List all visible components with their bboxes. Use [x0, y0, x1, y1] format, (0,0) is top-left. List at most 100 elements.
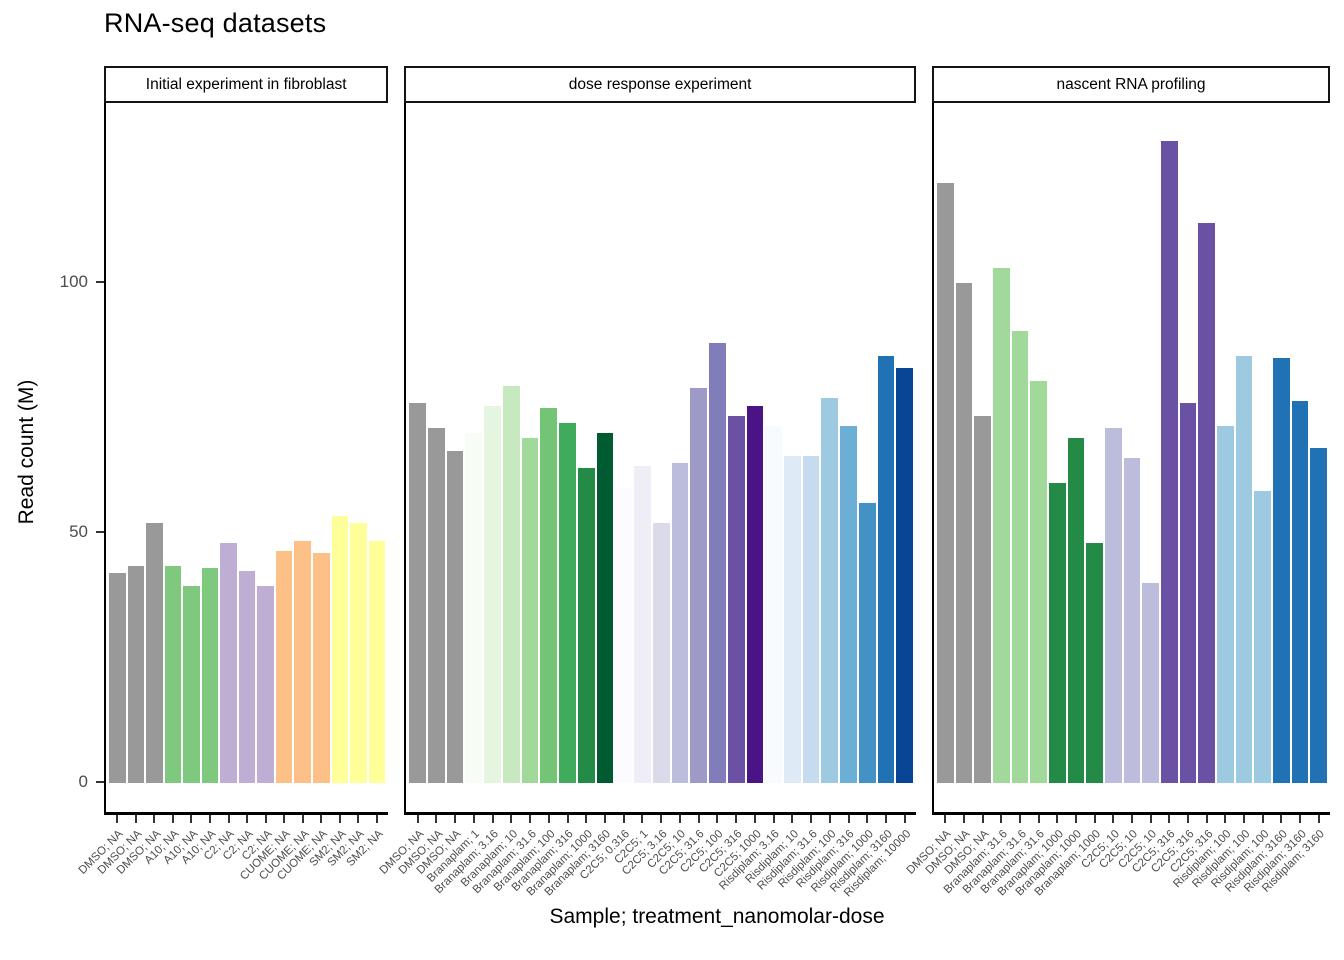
bar [1067, 438, 1085, 783]
bar [127, 565, 145, 783]
bar [275, 550, 293, 783]
x-axis-tick [1261, 815, 1264, 823]
x-tick-cell [690, 815, 707, 823]
bar [993, 268, 1010, 783]
facet-strip: dose response experiment [404, 66, 916, 103]
bar [1123, 458, 1141, 783]
x-tick-cell [1254, 815, 1271, 823]
x-tick-cell [202, 815, 219, 823]
x-tick-cell [597, 815, 614, 823]
x-axis-tick [209, 815, 211, 823]
x-axis-tick [1056, 815, 1059, 823]
bar [484, 405, 501, 783]
bar [428, 428, 445, 783]
x-axis-tick [603, 815, 606, 823]
x-tick-cell [146, 815, 163, 823]
bar [765, 425, 782, 783]
x-tick-cell [109, 815, 126, 823]
bar [1030, 380, 1048, 783]
y-axis-tick [96, 281, 104, 283]
x-axis-tick [660, 815, 663, 823]
bar [446, 450, 464, 783]
x-label-cell: C2; NA [202, 823, 237, 915]
x-axis-tick [134, 815, 137, 823]
x-tick-cell [484, 815, 501, 823]
x-axis-tick [1149, 815, 1152, 823]
bar [974, 415, 992, 783]
panel-plot-region [932, 103, 1330, 815]
x-axis-labels: DMSO; NA DMSO; NA DMSO; NA Branaplam; 1 Bran… [377, 823, 916, 915]
x-axis-ticks [104, 815, 388, 823]
bar [1291, 400, 1309, 783]
x-axis-tick [772, 815, 775, 823]
x-tick-cell [709, 815, 726, 823]
bar [1179, 403, 1197, 783]
facet-strip-label: Initial experiment in fibroblast [145, 75, 347, 93]
bar [955, 283, 973, 783]
bar [313, 553, 330, 783]
bar [1273, 358, 1290, 783]
x-axis-tick [529, 815, 532, 823]
x-tick-cell [672, 815, 689, 823]
x-axis-tick [866, 815, 869, 823]
x-tick-cell [294, 815, 311, 823]
x-tick-cell [503, 815, 520, 823]
bar [146, 523, 163, 783]
x-tick-cell [257, 815, 274, 823]
facet-panel-2: dose response experiment DMSO; NA DMSO; NA… [377, 66, 916, 915]
x-tick-cell [993, 815, 1010, 823]
x-axis-tick [246, 815, 249, 823]
x-axis-tick [472, 815, 475, 823]
bar [615, 488, 633, 783]
x-axis-tick [491, 815, 494, 823]
x-tick-cell [1273, 815, 1290, 823]
bar [746, 405, 764, 783]
x-axis-tick [828, 815, 831, 823]
bar [821, 398, 839, 783]
x-axis-ticks [932, 815, 1330, 823]
bar [521, 438, 539, 783]
x-axis-tick [678, 815, 681, 823]
x-tick-cell [350, 815, 367, 823]
bar [465, 433, 483, 783]
facet-strip-label: dose response experiment [568, 75, 752, 93]
x-axis-tick [566, 815, 569, 823]
facet-strip: nascent RNA profiling [932, 66, 1330, 103]
bar [727, 415, 745, 783]
x-axis-tick [641, 815, 644, 823]
bar [877, 355, 895, 783]
x-tick-cell [974, 815, 991, 823]
x-tick-cell [1198, 815, 1215, 823]
x-axis-tick [1317, 815, 1320, 823]
x-tick-cell [1310, 815, 1327, 823]
y-axis-tick-label: 50 [69, 522, 88, 541]
x-axis-tick [1019, 815, 1022, 823]
x-axis-tick [697, 815, 700, 823]
y-axis-tick [96, 781, 104, 783]
bar [294, 540, 312, 783]
x-tick-cell [1217, 815, 1234, 823]
x-axis-tick [885, 815, 887, 823]
bar [858, 503, 876, 783]
plot-title: RNA-seq datasets [104, 8, 327, 38]
x-tick-cell [840, 815, 857, 823]
x-tick-cell [332, 815, 349, 823]
x-tick-cell [559, 815, 576, 823]
bar [634, 465, 651, 783]
bar [690, 388, 708, 783]
bar [1217, 425, 1234, 783]
x-axis-tick [963, 815, 965, 823]
x-axis-tick [622, 815, 625, 823]
bar [1142, 583, 1160, 783]
facet-strip: Initial experiment in fibroblast [104, 66, 389, 103]
facet-strip-label: nascent RNA profiling [1056, 75, 1206, 93]
x-axis-tick [116, 815, 119, 823]
bar [109, 573, 126, 783]
x-tick-cell [369, 815, 386, 823]
x-tick-cell [1030, 815, 1047, 823]
x-label-cell: Risdiplam; 3160 [1260, 823, 1327, 915]
x-axis-tick [153, 815, 156, 823]
bar [596, 433, 614, 783]
x-tick-cell [409, 815, 426, 823]
x-tick-cell [1105, 815, 1122, 823]
